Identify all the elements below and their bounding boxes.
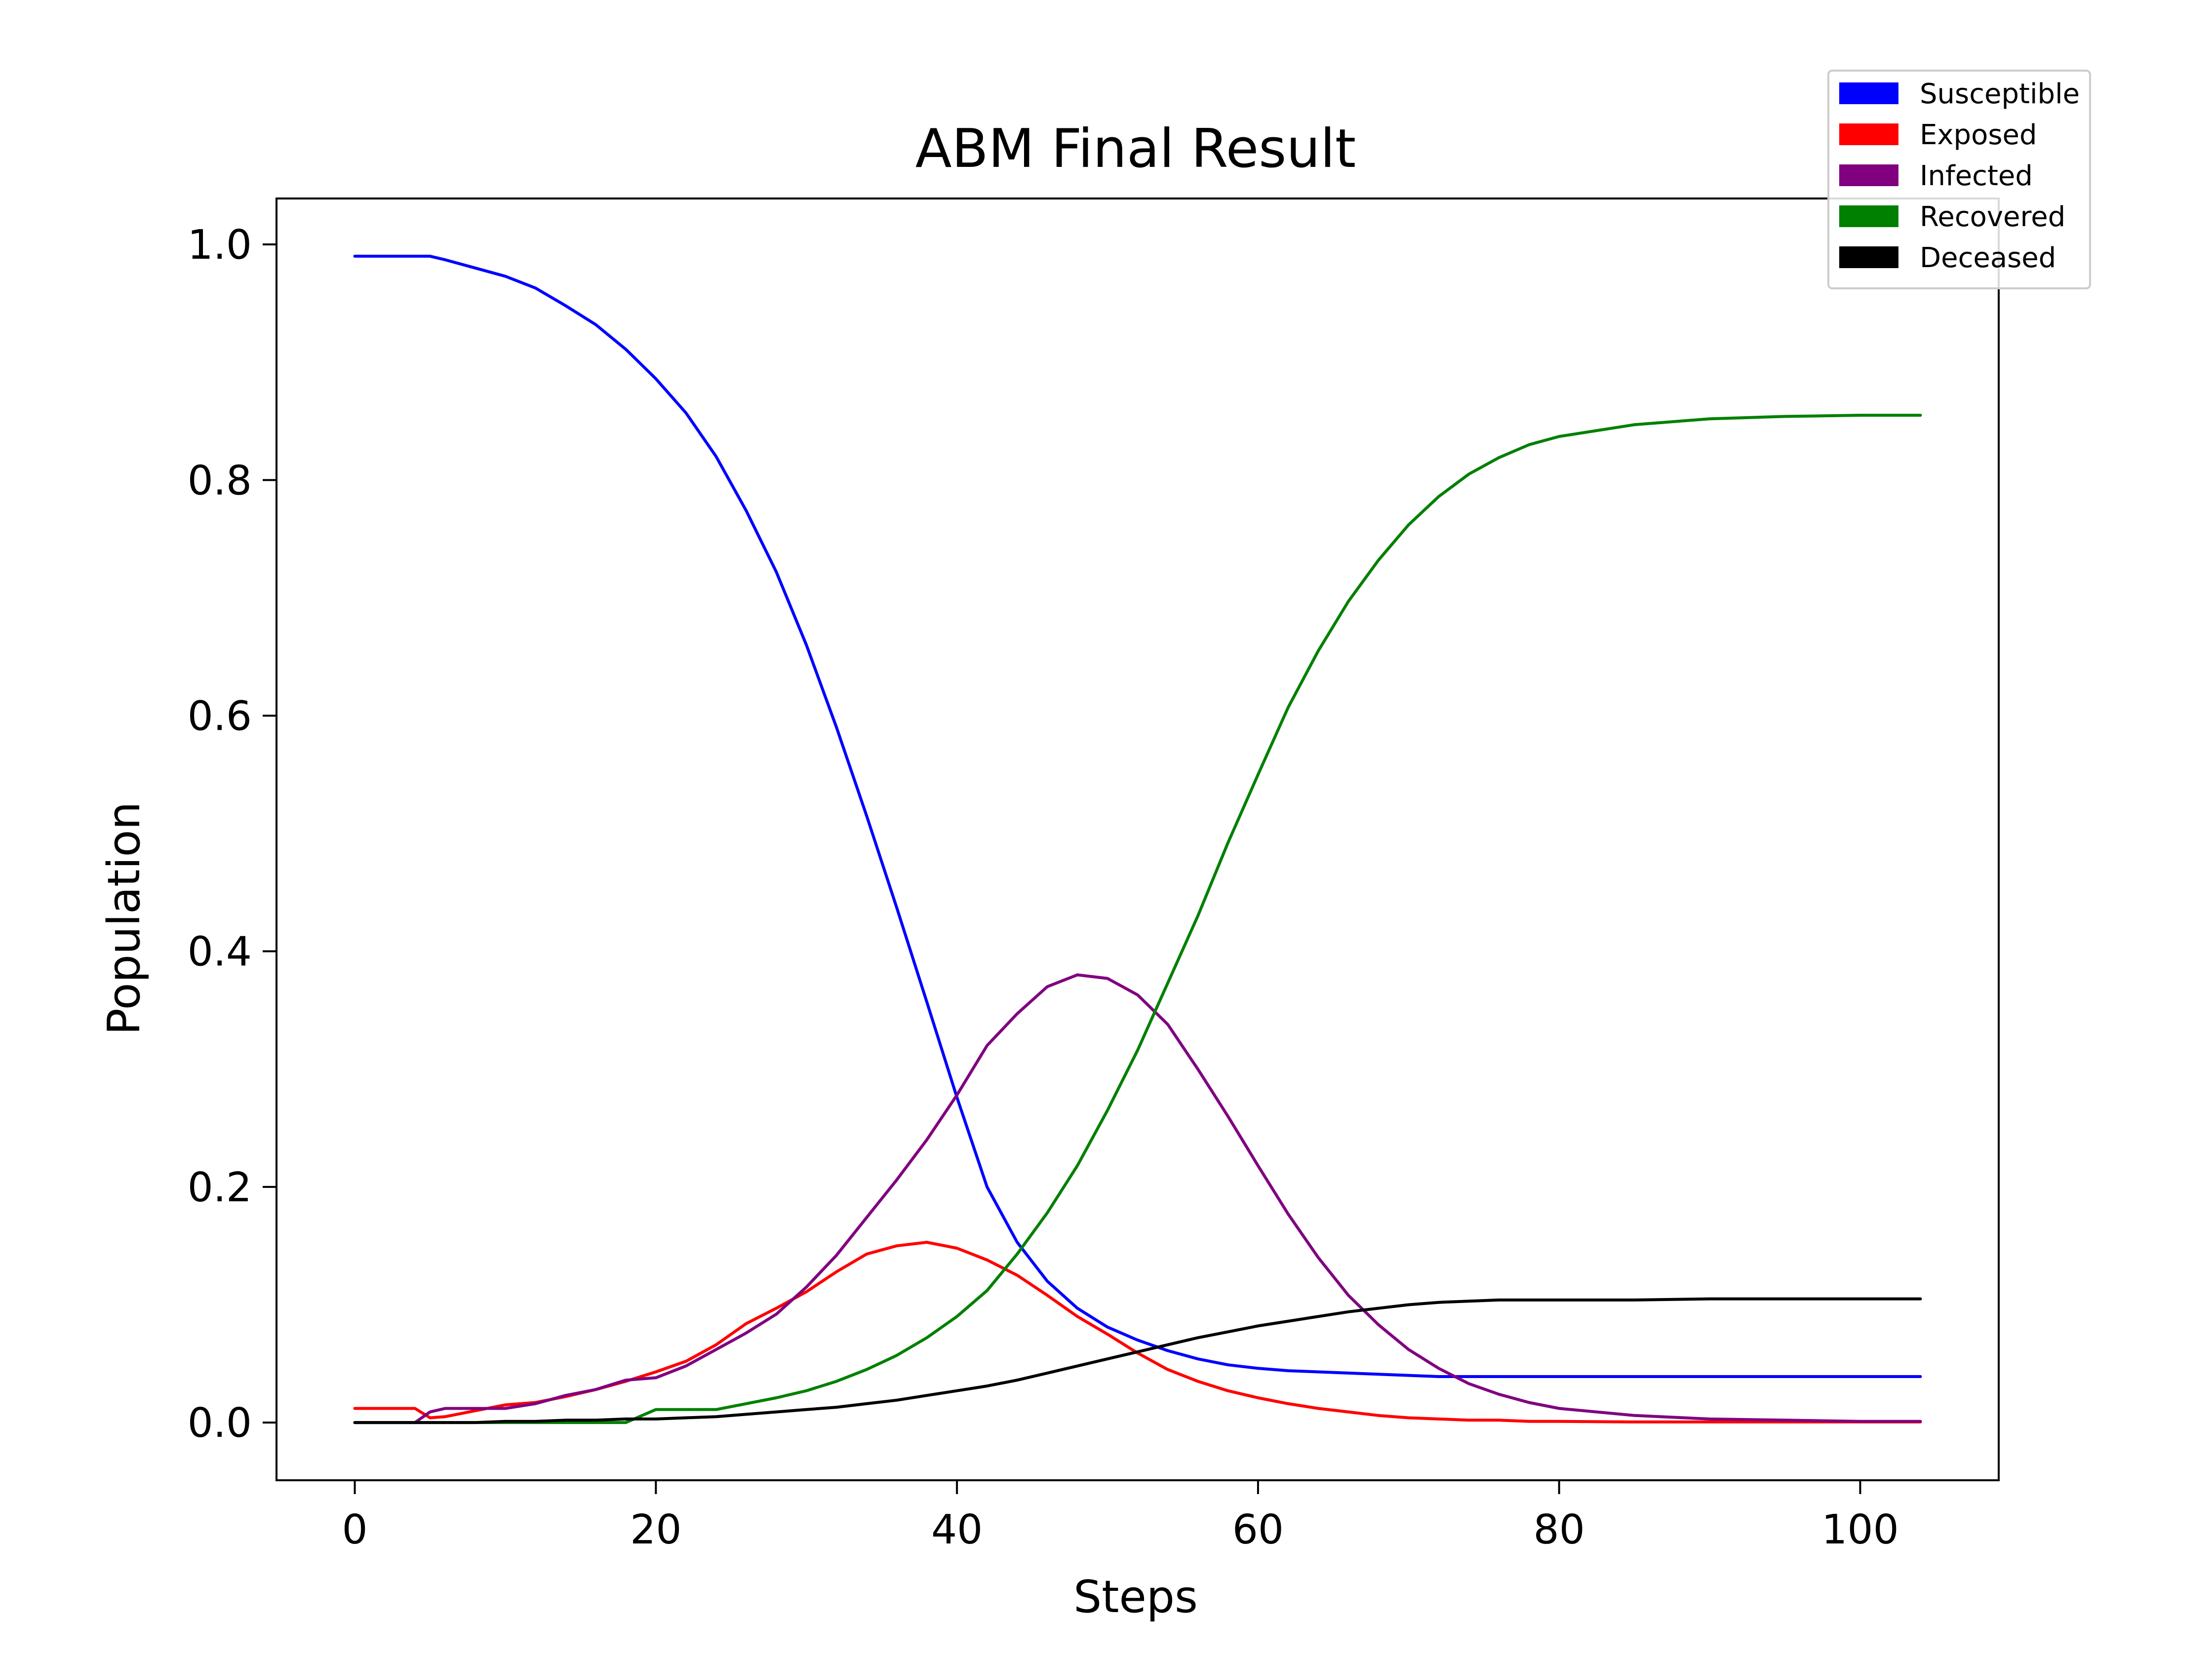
y-tick-label: 0.8 xyxy=(188,457,252,504)
x-tick-label: 60 xyxy=(1232,1506,1284,1553)
x-axis-label: Steps xyxy=(1073,1571,1198,1623)
legend-label-exposed: Exposed xyxy=(1920,119,2037,151)
axes: 0 20 40 60 80 100 0.0 0.2 0.4 0.6 0.8 1.0 xyxy=(188,198,2000,1553)
series-line-infected xyxy=(353,973,1922,1424)
series-line-recovered xyxy=(353,414,1922,1424)
y-tick-label: 1.0 xyxy=(188,222,252,269)
legend-swatch-recovered xyxy=(1839,205,1898,227)
legend-label-deceased: Deceased xyxy=(1920,242,2056,274)
y-tick-label: 0.4 xyxy=(188,929,252,976)
y-tick-label: 0.0 xyxy=(188,1400,252,1447)
legend-label-susceptible: Susceptible xyxy=(1920,78,2080,110)
y-tick-label: 0.6 xyxy=(188,693,252,740)
legend-label-recovered: Recovered xyxy=(1920,201,2065,233)
plot-lines xyxy=(353,254,1922,1424)
x-tick-label: 40 xyxy=(931,1506,983,1553)
legend-swatch-susceptible xyxy=(1839,82,1898,104)
plot-frame xyxy=(276,198,2000,1481)
legend-label-infected: Infected xyxy=(1920,160,2033,192)
legend-swatch-deceased xyxy=(1839,246,1898,268)
legend-swatch-infected xyxy=(1839,164,1898,186)
x-tick-label: 80 xyxy=(1534,1506,1585,1553)
series-line-deceased xyxy=(353,1297,1922,1424)
y-axis-label: Population xyxy=(98,802,150,1035)
chart-title: ABM Final Result xyxy=(915,118,1356,180)
series-line-susceptible xyxy=(353,254,1922,1378)
y-tick-label: 0.2 xyxy=(188,1164,252,1211)
legend-swatch-exposed xyxy=(1839,123,1898,145)
legend: Susceptible Exposed Infected Recovered Decea… xyxy=(1827,70,2091,289)
x-tick-label: 20 xyxy=(630,1506,681,1553)
x-tick-label: 0 xyxy=(342,1506,367,1553)
x-tick-label: 100 xyxy=(1821,1506,1899,1553)
